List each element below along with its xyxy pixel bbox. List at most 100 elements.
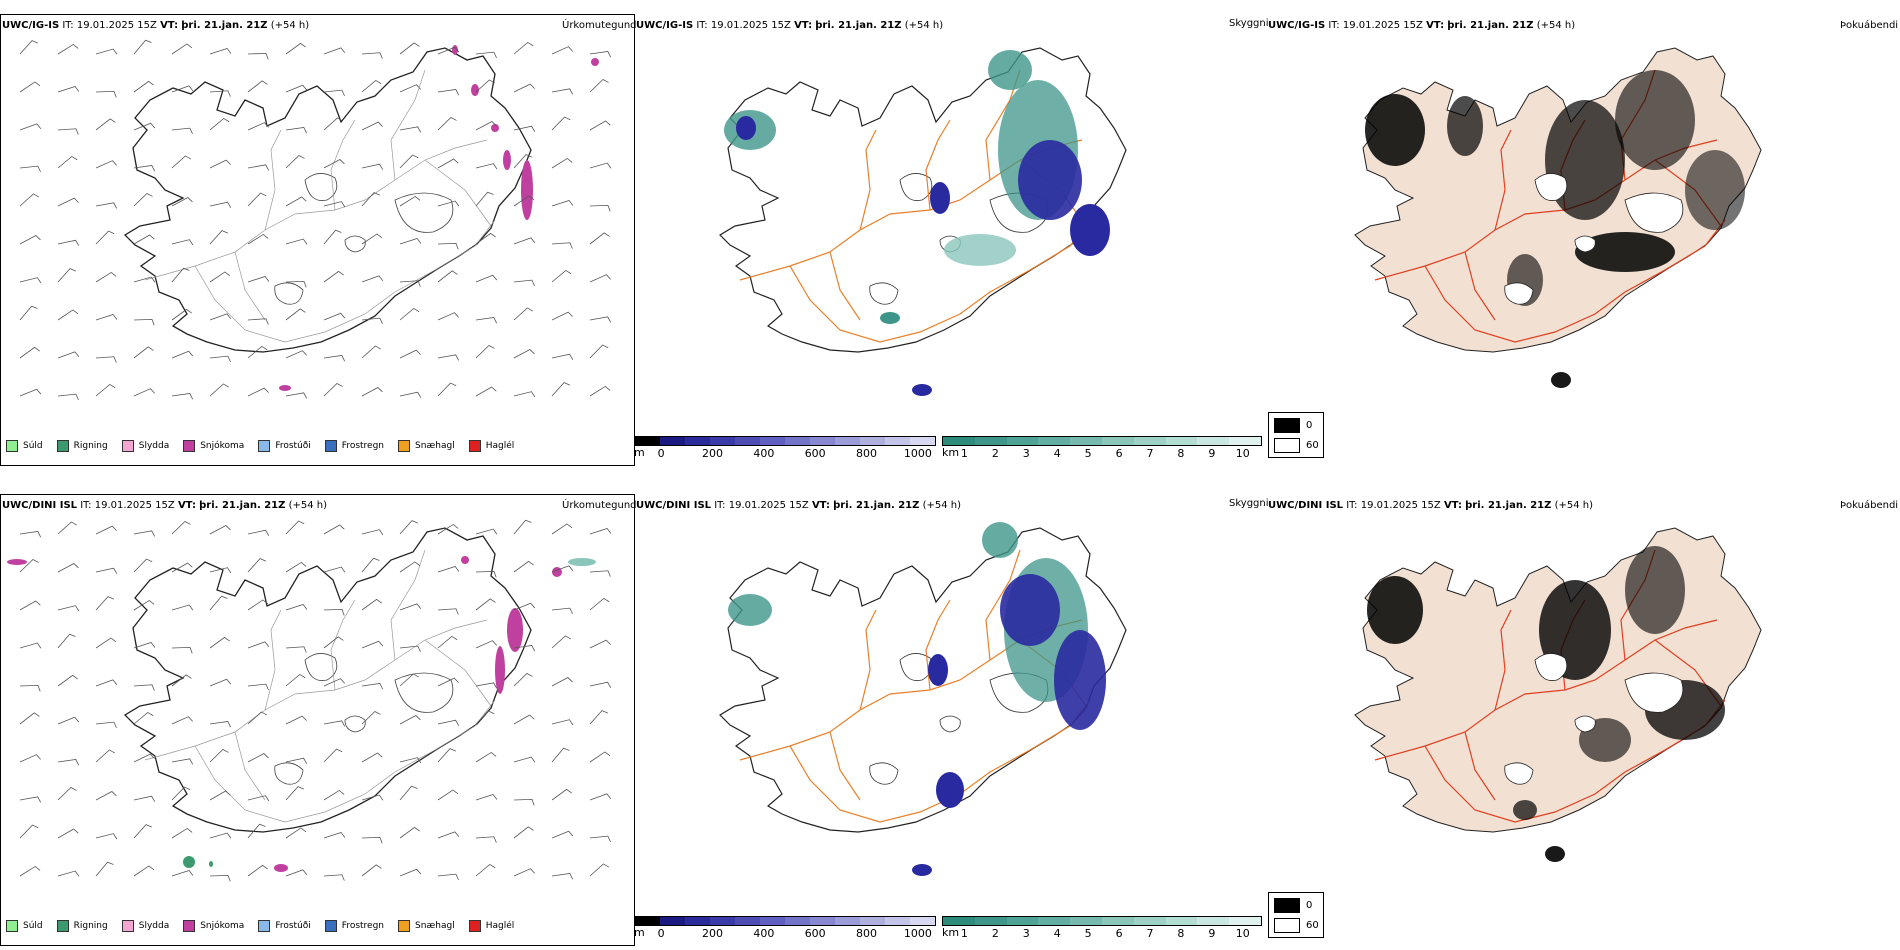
wind-barb	[551, 353, 574, 360]
legend-label: Snjókoma	[200, 921, 245, 931]
wind-barb	[57, 521, 78, 535]
colorbar-tick: 3	[1022, 927, 1030, 940]
wind-barb	[19, 865, 41, 877]
wind-barb	[247, 795, 270, 802]
wind-barb	[95, 833, 118, 840]
wind-barb	[513, 602, 536, 611]
colorbar-tick: 8	[1177, 927, 1185, 940]
wind-barb	[361, 275, 384, 283]
legend-label: Slydda	[138, 921, 170, 931]
wind-barb	[475, 863, 496, 877]
colorbar-tick: 10	[1235, 447, 1250, 460]
legend-label: Frostregn	[341, 441, 385, 451]
wind-barb	[95, 383, 116, 397]
wind-barb	[551, 719, 574, 726]
colorbar-segment	[974, 917, 1007, 925]
wind-barb	[589, 527, 612, 535]
wind-barb	[399, 715, 421, 725]
colorbar-tick: 600	[804, 447, 826, 460]
wind-barb	[437, 677, 459, 687]
wind-barb	[247, 52, 269, 60]
row2-precip-map	[7, 527, 562, 872]
wind-barb	[285, 84, 308, 93]
wind-barb	[475, 317, 497, 324]
wind-barb	[95, 230, 115, 245]
wind-barb	[133, 641, 156, 649]
wind-barb	[361, 345, 382, 359]
wind-barb	[209, 313, 232, 321]
wind-barb	[551, 269, 572, 283]
wind-barb	[399, 195, 421, 207]
wind-barb	[399, 349, 421, 359]
wind-barb	[57, 633, 76, 649]
wind-barb	[551, 311, 573, 321]
legend-item: Frostúði	[258, 440, 311, 452]
wind-barb	[323, 201, 346, 208]
wind-barb	[247, 753, 269, 763]
row2-title-vis: Skyggni	[1229, 498, 1269, 509]
row2-vis-m-colorbar: 0 200 400 600 800 1000 m	[634, 916, 936, 940]
wind-barb	[589, 51, 611, 58]
wind-barb	[475, 598, 496, 611]
row1-header-vis: UWC/IG-IS IT: 19.01.2025 15Z VT: þri. 21…	[636, 20, 944, 31]
legend-label: Snæhagl	[415, 441, 455, 451]
legend-item: Rigning	[56, 440, 108, 452]
wind-barb	[19, 165, 41, 173]
wind-barb	[171, 267, 190, 283]
wind-barb	[95, 160, 118, 169]
wind-barb	[361, 640, 384, 649]
colorbar-tick: 1000	[903, 447, 932, 460]
wind-barb	[209, 749, 229, 763]
wind-barb	[133, 824, 153, 839]
wind-barb	[513, 798, 535, 806]
wind-barb	[285, 520, 305, 535]
wind-barb	[171, 127, 193, 135]
wind-barb	[589, 639, 611, 649]
wind-barb	[513, 349, 535, 359]
wind-barb	[209, 201, 232, 208]
wind-barb	[437, 354, 460, 361]
wind-barb	[399, 520, 419, 535]
wind-barb	[209, 595, 228, 611]
colorbar-tick: 9	[1208, 447, 1216, 460]
wind-barb	[171, 674, 192, 687]
wind-barb	[95, 679, 118, 687]
wind-barb	[589, 79, 609, 93]
wind-barb	[285, 350, 308, 359]
wind-barb	[475, 570, 497, 578]
legend-label: Snæhagl	[415, 921, 455, 931]
wind-barb	[323, 636, 344, 649]
wind-barb	[19, 193, 40, 207]
wind-barb	[551, 382, 571, 397]
row1-precip-panel	[0, 14, 635, 466]
wind-barb	[285, 869, 308, 877]
wind-barb	[399, 154, 419, 169]
colorbar-segment	[685, 917, 710, 925]
wind-barb	[437, 748, 457, 763]
wind-barb	[57, 268, 77, 283]
legend-item: Slydda	[121, 440, 169, 452]
colorbar-segment	[1165, 437, 1198, 445]
row1-low-visibility-areas	[724, 50, 1110, 396]
wind-barb	[551, 523, 573, 535]
row1-precip-legend: Súld Rigning Slydda Snjókoma Frostúði Frostre…	[6, 440, 528, 452]
wind-barb	[399, 757, 422, 764]
wind-barb	[19, 754, 42, 763]
colorbar-segment	[810, 917, 835, 925]
wind-barb	[551, 677, 573, 687]
colorbar-segment	[1133, 437, 1166, 445]
colorbar-segment	[885, 437, 910, 445]
colorbar-segment	[1165, 917, 1198, 925]
colorbar-tick: 600	[804, 927, 826, 940]
colorbar-segment	[1197, 437, 1230, 445]
wind-barb	[513, 237, 536, 245]
colorbar-tick: 10	[1235, 927, 1250, 940]
row2-fog-label-60: 60	[1306, 920, 1319, 931]
wind-barb	[513, 391, 536, 398]
wind-barb	[209, 636, 230, 649]
wind-barb	[323, 89, 345, 97]
wind-barb	[19, 81, 41, 93]
wind-barb	[95, 90, 117, 98]
wind-barb	[19, 346, 40, 359]
